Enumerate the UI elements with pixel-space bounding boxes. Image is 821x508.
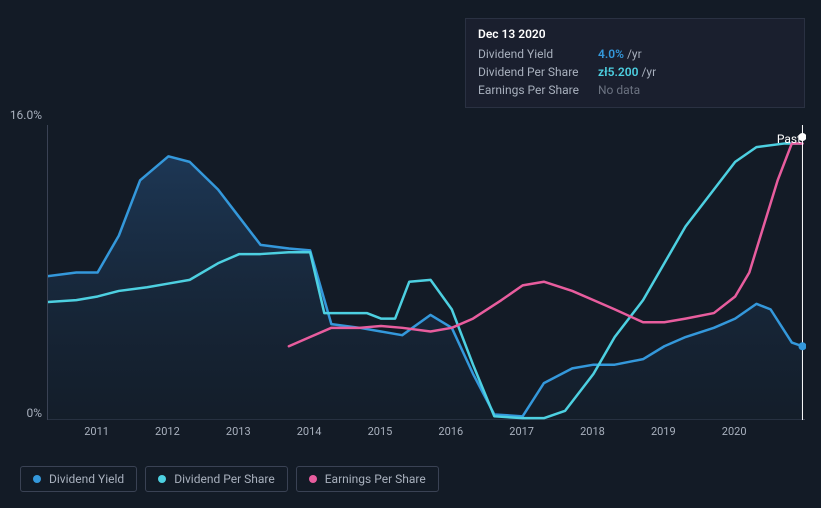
- tooltip-value: zł5.200/yr: [598, 65, 656, 79]
- tooltip-label: Dividend Yield: [478, 47, 598, 61]
- tooltip-date: Dec 13 2020: [478, 27, 792, 41]
- past-label: Past: [777, 132, 801, 146]
- legend-label: Dividend Yield: [49, 472, 124, 486]
- x-axis-label: 2017: [509, 425, 534, 438]
- tooltip-value: 4.0%/yr: [598, 47, 642, 61]
- x-axis-label: 2011: [84, 425, 109, 438]
- tooltip-suffix: /yr: [641, 65, 656, 79]
- tooltip-row: Dividend Per Sharezł5.200/yr: [478, 63, 792, 81]
- legend-dot-icon: [309, 475, 317, 483]
- x-axis-label: 2013: [226, 425, 251, 438]
- tooltip-suffix: /yr: [627, 47, 642, 61]
- tooltip-row: Dividend Yield4.0%/yr: [478, 45, 792, 63]
- tooltip-value: No data: [598, 83, 640, 97]
- x-axis-label: 2016: [438, 425, 463, 438]
- x-axis-label: 2019: [651, 425, 676, 438]
- x-axis-labels: 2011 2012 2013 2014 2015 2016 2017 2018 2019 2020: [47, 425, 805, 445]
- tooltip-label: Earnings Per Share: [478, 83, 598, 97]
- legend-label: Dividend Per Share: [174, 472, 275, 486]
- x-axis-label: 2012: [155, 425, 180, 438]
- x-axis-label: 2018: [580, 425, 605, 438]
- chart-container: 16.0% 0% 2011201220132014201520162017201…: [15, 100, 805, 440]
- chart-tooltip: Dec 13 2020 Dividend Yield4.0%/yrDividen…: [465, 18, 805, 108]
- legend-dot-icon: [33, 475, 41, 483]
- legend-item[interactable]: Earnings Per Share: [296, 466, 439, 492]
- x-axis-label: 2015: [368, 425, 393, 438]
- legend-dot-icon: [158, 475, 166, 483]
- tooltip-row: Earnings Per ShareNo data: [478, 81, 792, 99]
- legend-item[interactable]: Dividend Yield: [20, 466, 137, 492]
- tooltip-label: Dividend Per Share: [478, 65, 598, 79]
- x-axis-label: 2014: [297, 425, 322, 438]
- chart-plot-area[interactable]: [47, 125, 805, 420]
- y-axis-min: 0%: [2, 406, 42, 420]
- legend-label: Earnings Per Share: [325, 472, 426, 486]
- legend-item[interactable]: Dividend Per Share: [145, 466, 288, 492]
- y-axis-max: 16.0%: [2, 108, 42, 122]
- legend: Dividend Yield Dividend Per Share Earnings…: [20, 466, 439, 492]
- x-axis-label: 2020: [722, 425, 747, 438]
